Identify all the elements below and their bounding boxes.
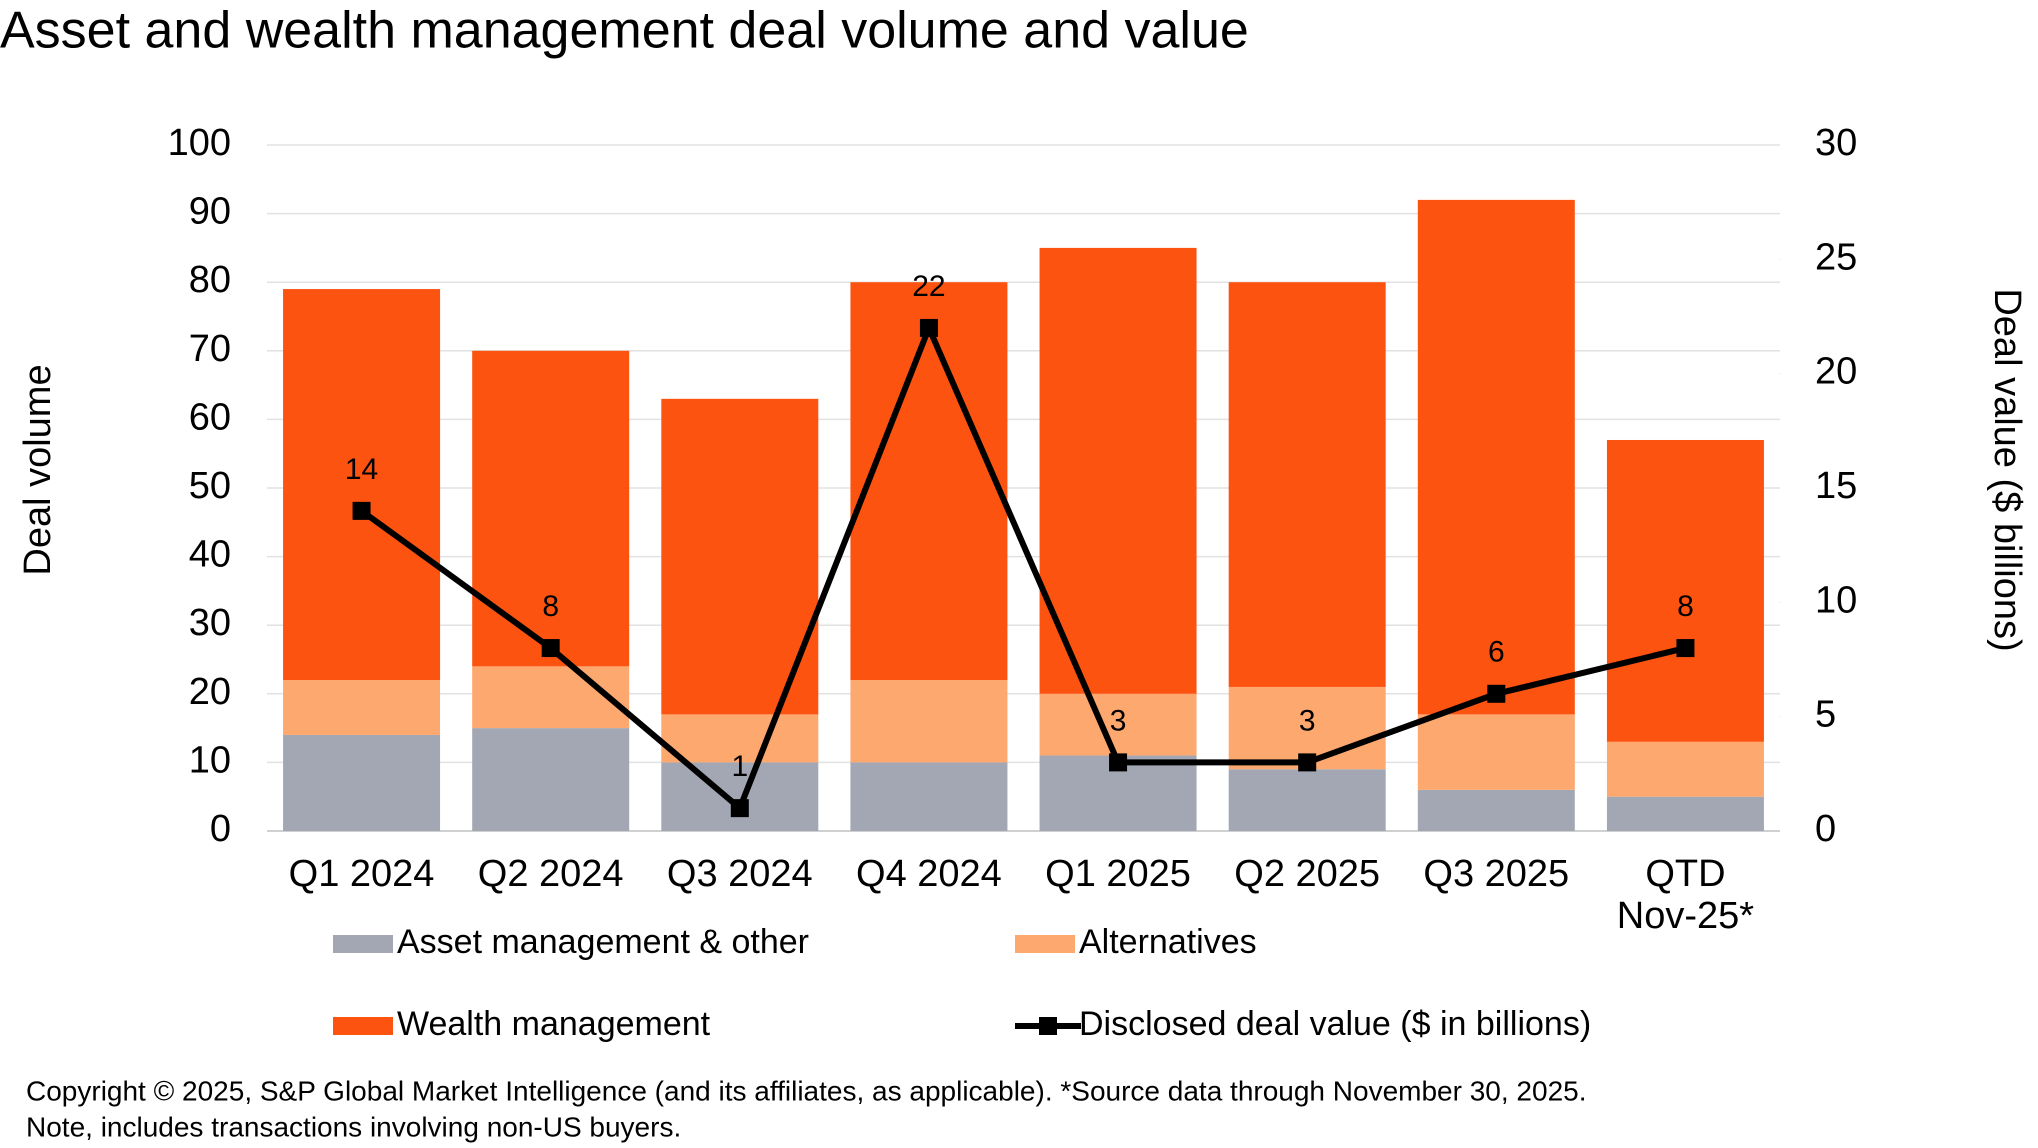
bar-segment [1417, 199, 1575, 715]
bar-segment [283, 680, 441, 735]
y-tick-label: 40 [189, 534, 231, 576]
line-marker [919, 318, 938, 337]
line-marker [1487, 684, 1506, 703]
y2-tick-label: 20 [1815, 351, 1857, 393]
bar-segment [472, 728, 630, 831]
x-tick-label: Q1 2024 [288, 853, 435, 895]
footnote: Note, includes transactions involving no… [26, 1111, 681, 1142]
line-marker [1109, 753, 1128, 772]
y-tick-label: 50 [189, 465, 231, 507]
line-marker [541, 639, 560, 658]
y-tick-label: 10 [189, 739, 231, 781]
chart-title: Asset and wealth management deal volume … [0, 2, 1249, 60]
y-tick-label: 60 [189, 396, 231, 438]
legend-swatch [333, 1017, 393, 1035]
bar-segment [1228, 769, 1386, 831]
bar-segment [1417, 789, 1575, 831]
bar-segment [661, 762, 819, 831]
legend-label: Alternatives [1079, 923, 1257, 961]
x-tick-label: Q4 2024 [856, 853, 1002, 895]
line [359, 320, 1687, 814]
bar-segment [283, 734, 441, 831]
y2-tick-label: 5 [1815, 694, 1836, 736]
bar-segment [661, 398, 819, 715]
footnote: Copyright © 2025, S&P Global Market Inte… [26, 1075, 1587, 1106]
data-label: 14 [345, 453, 378, 486]
line-marker [1298, 753, 1317, 772]
bar-segment [283, 289, 441, 681]
y2-tick-label: 30 [1815, 122, 1857, 164]
y-tick-label: 30 [189, 602, 231, 644]
legend-label: Disclosed deal value ($ in billions) [1079, 1005, 1591, 1043]
data-label: 1 [731, 750, 748, 783]
x-tick-label: Q2 2024 [477, 853, 624, 895]
y-tick-label: 70 [189, 328, 231, 370]
y2-tick-label: 25 [1815, 236, 1857, 278]
bar-segment [661, 714, 819, 763]
data-label: 6 [1488, 636, 1505, 669]
y-axis-title: Deal volume [17, 364, 59, 575]
bar-segment [1039, 693, 1197, 756]
data-label: 8 [1677, 590, 1694, 623]
x-tick-label: Q3 2025 [1423, 853, 1570, 895]
bar-segment [1228, 282, 1386, 687]
legend-swatch [1015, 935, 1075, 953]
bar-segment [1039, 247, 1197, 694]
y2-axis-title: Deal value ($ billions) [1986, 288, 2028, 651]
x-tick-label: QTD Nov-25* [1616, 853, 1755, 937]
y2-tick-label: 15 [1815, 465, 1857, 507]
line-marker [1676, 639, 1695, 658]
bar-segment [1417, 714, 1575, 790]
bar-segment [472, 666, 630, 729]
bar-segment [1606, 741, 1764, 797]
data-label: 22 [912, 270, 945, 303]
data-label: 3 [1110, 704, 1127, 737]
y-tick-label: 0 [210, 808, 231, 850]
data-label: 3 [1299, 704, 1316, 737]
x-tick-label: Q1 2025 [1045, 853, 1191, 895]
line-marker [352, 501, 371, 520]
legend-swatch [333, 935, 393, 953]
y-tick-label: 90 [189, 191, 231, 233]
legend-marker [1039, 1017, 1057, 1035]
bar-segment [850, 762, 1008, 831]
bar-segment [1606, 439, 1764, 742]
legend-label: Wealth management [397, 1005, 711, 1043]
y2-tick-label: 10 [1815, 579, 1857, 621]
line-marker [730, 799, 749, 818]
x-tick-label: Q3 2024 [666, 853, 813, 895]
legend-label: Asset management & other [397, 923, 809, 961]
y-tick-label: 100 [168, 122, 231, 164]
y-tick-label: 20 [189, 671, 231, 713]
bar-segment [850, 680, 1008, 763]
data-label: 8 [542, 590, 559, 623]
bar-segment [850, 282, 1008, 681]
y2-tick-label: 0 [1815, 808, 1836, 850]
bar-segment [1606, 796, 1764, 831]
x-tick-label: Q2 2025 [1234, 853, 1381, 895]
y-tick-label: 80 [189, 259, 231, 301]
